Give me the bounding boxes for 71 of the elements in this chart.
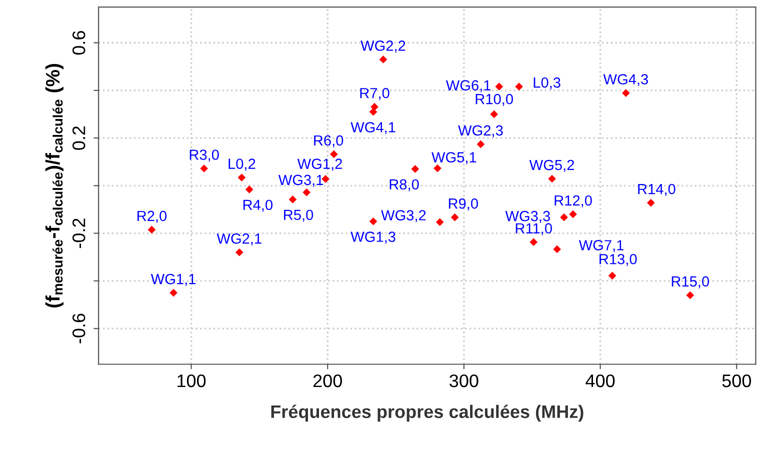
annotation: WG3,1 bbox=[278, 174, 324, 187]
annotation: WG5,2 bbox=[529, 160, 574, 172]
annotation: WG2,1 bbox=[216, 233, 262, 246]
point bbox=[369, 217, 378, 226]
annotation: WG6,1 bbox=[446, 80, 491, 92]
point bbox=[450, 213, 459, 222]
annotation: WG3,2 bbox=[381, 210, 426, 222]
x-tick-label: 200 bbox=[313, 374, 342, 388]
annotation: R13,0 bbox=[600, 254, 637, 266]
point bbox=[530, 238, 538, 246]
annotation: L0,2 bbox=[228, 158, 256, 171]
annotation: R2,0 bbox=[138, 210, 167, 223]
annotation: WG1,3 bbox=[350, 232, 396, 244]
annotation: R6,0 bbox=[314, 135, 344, 148]
y-tick-label: -0.2 bbox=[72, 218, 86, 248]
point bbox=[245, 186, 254, 194]
annotation: WG2,3 bbox=[458, 125, 503, 138]
annotation: WG7,1 bbox=[578, 240, 624, 252]
y-axis-title: (f$_{mesurée}$-f$_{calculée}$)/f$_{calculée}$ (%) bbox=[45, 64, 64, 308]
annotation: R15,0 bbox=[672, 276, 710, 288]
point bbox=[515, 82, 523, 91]
x-tick-label: 100 bbox=[178, 374, 206, 388]
annotation: WG5,1 bbox=[432, 152, 476, 164]
point bbox=[148, 226, 156, 234]
annotation: R11,0 bbox=[516, 223, 552, 236]
annotation: R9,0 bbox=[448, 198, 478, 210]
annotation: WG2,2 bbox=[360, 40, 406, 53]
point bbox=[686, 291, 694, 300]
point bbox=[436, 218, 444, 226]
x-axis-title: Fréquences propres calculées (MHz) bbox=[271, 404, 584, 422]
annotation: WG1,2 bbox=[297, 158, 342, 171]
point bbox=[646, 198, 655, 207]
point bbox=[569, 210, 577, 218]
annotation: L0,3 bbox=[534, 77, 560, 90]
annotation: R10,0 bbox=[476, 94, 513, 106]
x-tick-label: 500 bbox=[722, 374, 751, 388]
annotation: R12,0 bbox=[554, 195, 592, 208]
point bbox=[434, 164, 442, 172]
point bbox=[560, 213, 568, 222]
y-tick-label: -0.6 bbox=[72, 314, 86, 344]
annotation: R14,0 bbox=[638, 184, 676, 196]
point bbox=[288, 196, 297, 204]
point bbox=[369, 108, 378, 116]
point bbox=[411, 165, 420, 173]
annotation: R7,0 bbox=[360, 88, 390, 100]
annotation: WG3,3 bbox=[505, 210, 550, 223]
point bbox=[553, 245, 561, 254]
x-tick-label: 300 bbox=[450, 374, 478, 388]
point bbox=[235, 248, 244, 256]
x-tick-label: 400 bbox=[586, 374, 615, 388]
annotation: R3,0 bbox=[190, 150, 219, 162]
point bbox=[476, 140, 485, 148]
point bbox=[490, 110, 498, 118]
point bbox=[200, 164, 208, 172]
annotation: WG4,3 bbox=[603, 74, 648, 86]
annotation: R4,0 bbox=[243, 200, 273, 212]
point bbox=[302, 188, 311, 196]
y-tick-label: 0.6 bbox=[72, 31, 86, 55]
point bbox=[622, 89, 630, 97]
point bbox=[170, 288, 178, 297]
point bbox=[548, 174, 556, 183]
y-tick-label: 0.2 bbox=[72, 126, 86, 150]
annotation: WG4,1 bbox=[350, 122, 396, 134]
annotation: R8,0 bbox=[390, 179, 419, 192]
annotation: WG1,1 bbox=[150, 274, 196, 286]
point bbox=[330, 150, 338, 158]
point bbox=[379, 56, 388, 64]
point bbox=[608, 272, 616, 280]
annotation: R5,0 bbox=[284, 210, 314, 222]
point bbox=[238, 174, 246, 182]
point bbox=[495, 82, 504, 91]
